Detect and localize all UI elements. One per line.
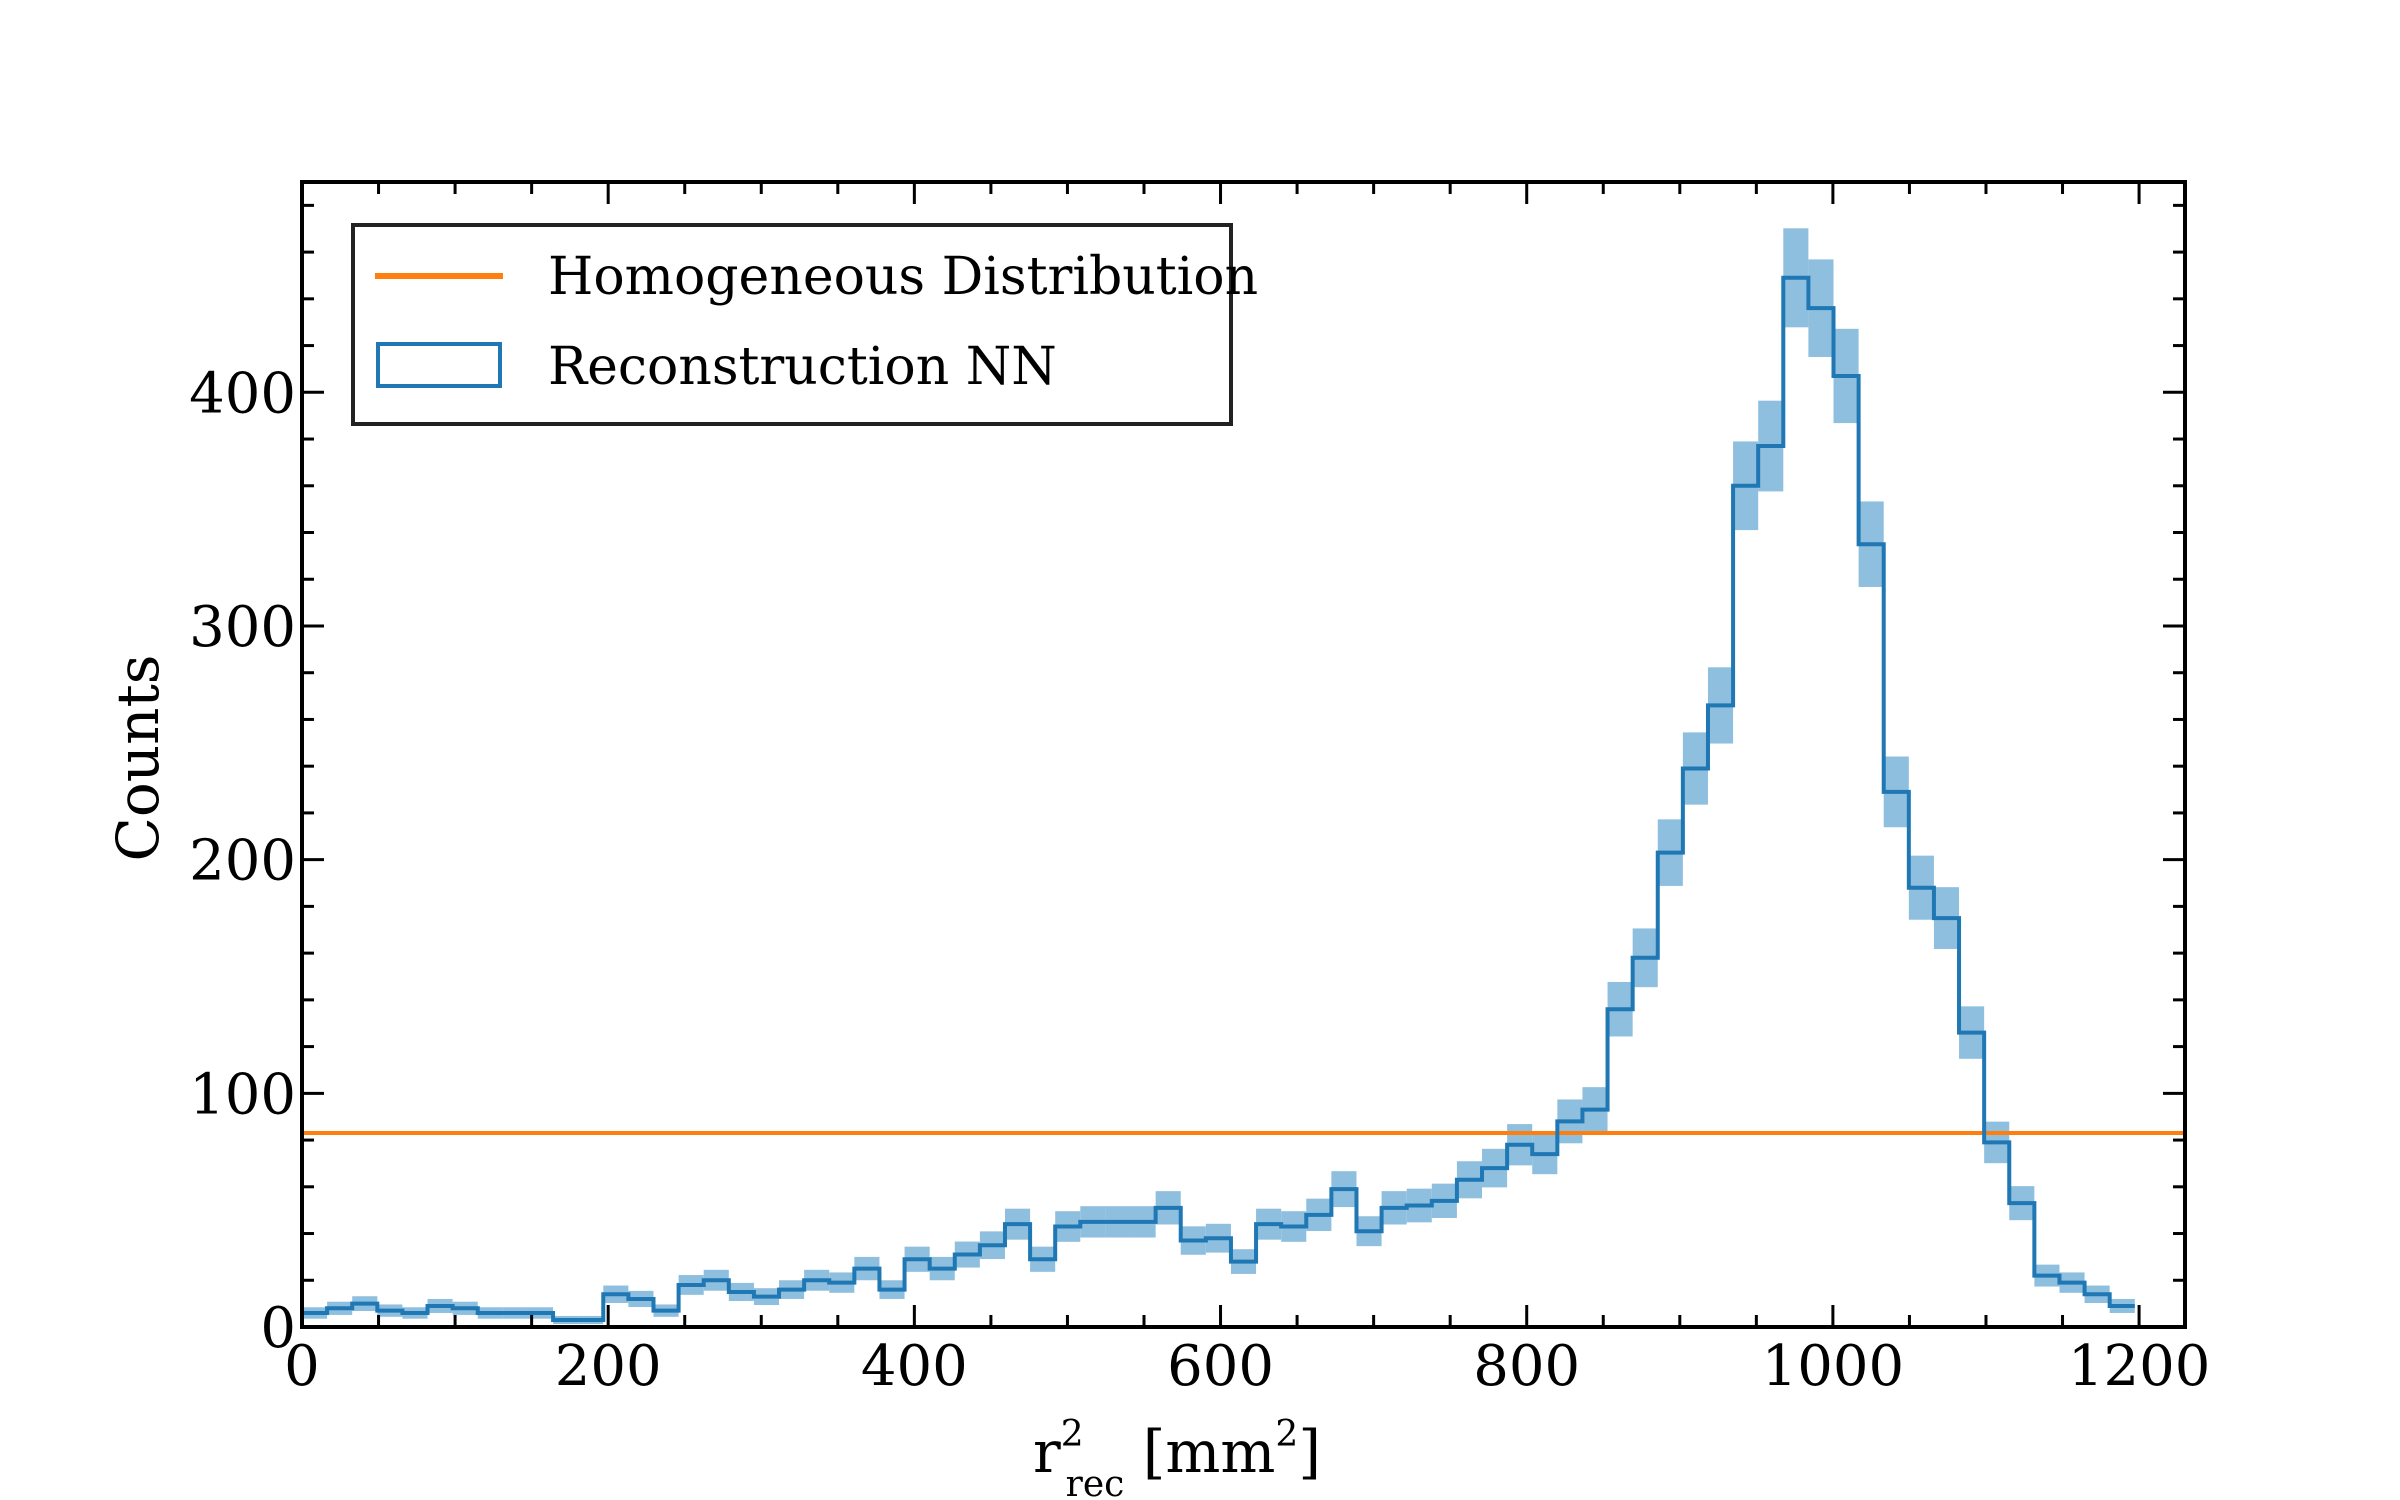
x-tick-label: 1200 — [2068, 1334, 2211, 1399]
x-tick-label: 600 — [1167, 1334, 1274, 1399]
x-tick-label: 400 — [861, 1334, 968, 1399]
legend-swatch-reconstruction — [376, 342, 502, 388]
legend-box — [351, 223, 1233, 426]
y-tick-label: 0 — [260, 1296, 296, 1361]
y-tick-label: 400 — [189, 361, 296, 426]
legend-label-reconstruction: Reconstruction NN — [548, 337, 1057, 397]
y-axis-label: Counts — [104, 654, 172, 861]
legend: Homogeneous Distribution Reconstruction … — [351, 223, 1258, 426]
y-tick-label: 100 — [189, 1062, 296, 1127]
tick-labels: 0 200 400 600 800 1000 1200 0 100 200 300 400 — [189, 361, 2210, 1399]
x-label-superscript: 2 — [1061, 1414, 1084, 1455]
y-tick-label: 300 — [189, 595, 296, 660]
x-label-subscript: rec — [1066, 1464, 1125, 1500]
x-tick-label: 0 — [284, 1334, 320, 1399]
x-label-base: r — [1033, 1418, 1061, 1486]
plot-area — [302, 228, 2185, 1325]
x-label-unit-close: ] — [1298, 1418, 1321, 1486]
x-tick-label: 800 — [1473, 1334, 1580, 1399]
x-label-unit-superscript: 2 — [1275, 1414, 1298, 1455]
reconstruction-step-line — [302, 275, 2135, 1322]
x-label-unit-open: [mm — [1124, 1418, 1275, 1486]
x-tick-label: 200 — [555, 1334, 662, 1399]
x-axis-label: r2 rec [mm2] — [1033, 1414, 1321, 1500]
axis-ticks — [300, 182, 2185, 1329]
legend-label-homogeneous: Homogeneous Distribution — [548, 247, 1258, 307]
plot-frame — [300, 180, 2187, 1329]
x-tick-label: 1000 — [1762, 1334, 1905, 1399]
y-tick-label: 200 — [189, 829, 296, 894]
